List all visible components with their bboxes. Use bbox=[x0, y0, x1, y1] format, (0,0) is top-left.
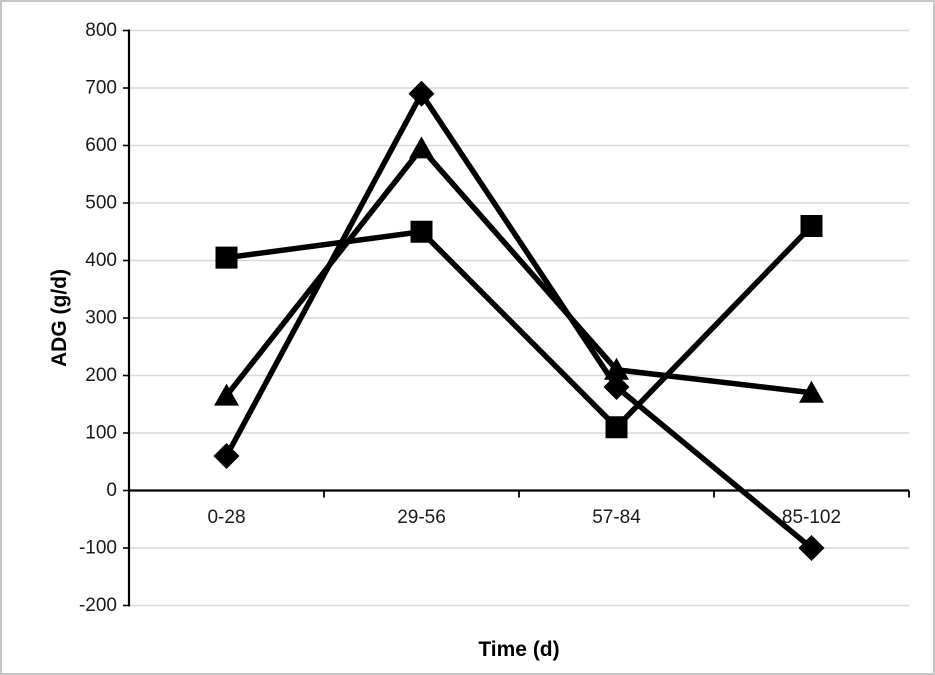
series-square-line bbox=[223, 223, 815, 430]
x-category-label: 29-56 bbox=[397, 507, 446, 528]
x-axis-title: Time (d) bbox=[478, 638, 560, 661]
marker-square bbox=[410, 220, 433, 243]
marker-square bbox=[215, 246, 238, 269]
y-tick-label: 200 bbox=[85, 365, 117, 386]
y-tick-label: 600 bbox=[85, 135, 117, 156]
y-tick-label: 0 bbox=[106, 480, 117, 501]
marker-triangle bbox=[409, 136, 434, 159]
series-triangle-line bbox=[223, 145, 815, 399]
y-tick-label: 300 bbox=[85, 308, 117, 329]
marker-triangle bbox=[214, 383, 239, 406]
y-tick-label: -200 bbox=[79, 595, 117, 616]
marker-square bbox=[800, 215, 823, 237]
y-tick-label: -100 bbox=[79, 538, 117, 559]
marker-diamond bbox=[798, 535, 825, 561]
y-tick-label: 500 bbox=[85, 193, 117, 214]
x-category-label: 85-102 bbox=[782, 507, 841, 528]
marker-diamond bbox=[408, 80, 435, 107]
y-tick-label: 100 bbox=[85, 423, 117, 444]
x-category-label: 0-28 bbox=[207, 507, 245, 528]
y-axis-title: ADG (g/d) bbox=[48, 269, 71, 367]
x-category-label: 57-84 bbox=[592, 507, 641, 528]
marker-diamond bbox=[213, 443, 240, 469]
series-diamond-line bbox=[223, 91, 815, 551]
marker-square bbox=[605, 416, 628, 439]
y-tick-label: 800 bbox=[85, 20, 117, 41]
marker-triangle bbox=[799, 380, 824, 403]
marker-diamond bbox=[603, 374, 630, 400]
y-tick-label: 400 bbox=[85, 250, 117, 271]
y-tick-label: 700 bbox=[85, 78, 117, 99]
